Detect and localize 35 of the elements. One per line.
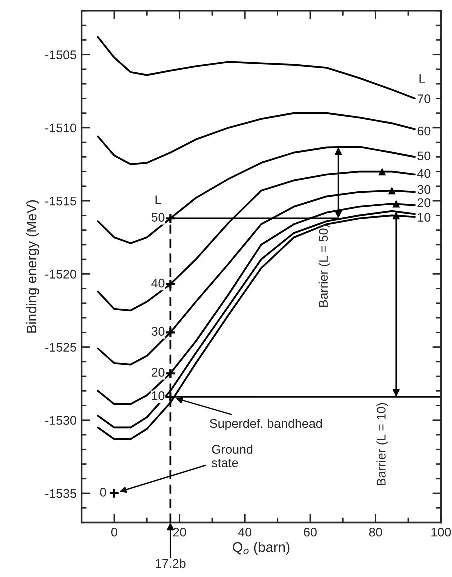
x-axis-title: Q$_{o}$ (barn) <box>233 542 290 555</box>
annotation: 20 <box>418 198 431 208</box>
annotation: L <box>420 74 426 83</box>
y-tick-label: -1530 <box>46 416 76 426</box>
x-tick-label: 40 <box>238 528 252 537</box>
y-tick-label: -1510 <box>46 124 76 133</box>
annotation: 20 <box>152 368 165 377</box>
y-tick-label: -1535 <box>46 489 76 498</box>
annotation: 0 <box>100 488 106 497</box>
annotation: 30 <box>418 185 431 194</box>
annotation: L <box>156 196 162 204</box>
annotation: Barrier (L = 50) <box>318 224 331 308</box>
x-tick-label: 80 <box>369 528 382 537</box>
y-tick-label: -1520 <box>46 270 76 279</box>
annotation: 40 <box>418 169 431 178</box>
x-tick-label: 0 <box>111 528 118 537</box>
annotation: 70 <box>418 94 431 104</box>
annotation: Ground state <box>212 444 253 468</box>
y-axis-title: Binding energy (MeV) <box>26 200 40 333</box>
text: 17.2b <box>156 558 186 568</box>
annotation: 50 <box>418 152 431 161</box>
x-tick-label: 20 <box>173 528 186 537</box>
annotation: 40 <box>152 278 165 288</box>
y-tick-label: -1505 <box>46 50 76 60</box>
annotation: 30 <box>152 327 165 336</box>
x-tick-label: 60 <box>304 528 317 537</box>
annotation: 60 <box>418 126 431 136</box>
x-tick-label: 100 <box>432 528 452 537</box>
y-tick-label: -1515 <box>46 196 76 206</box>
annotation: 10 <box>418 213 431 222</box>
annotation: Superdef. bandhead <box>210 418 322 431</box>
annotation: 10 <box>152 392 165 400</box>
y-tick-label: -1525 <box>46 343 76 352</box>
annotation: Barrier (L = 10) <box>376 403 388 486</box>
annotation: 50 <box>152 213 165 222</box>
